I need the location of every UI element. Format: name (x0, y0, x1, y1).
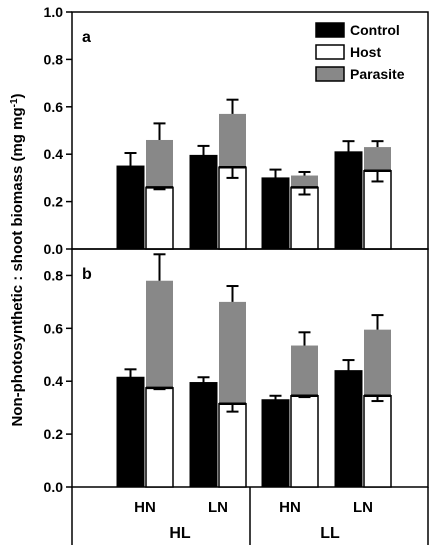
bar-parasite (219, 113, 246, 168)
bar-parasite (291, 175, 318, 188)
panel-label: b (82, 266, 92, 283)
y-tick-label: 0.8 (44, 267, 64, 283)
bar-parasite (364, 147, 391, 171)
y-tick-label: 0.0 (44, 241, 64, 257)
bar-control (261, 177, 290, 250)
bar-group (334, 140, 392, 250)
panel-b: 0.0 0.2 0.4 0.6 0.8 b (44, 248, 429, 495)
x-tick-label: HN (134, 499, 156, 516)
legend-swatch-parasite (315, 66, 345, 82)
y-tick-label: 0.0 (44, 479, 64, 495)
bar-control (334, 370, 363, 488)
bar-parasite (219, 301, 246, 404)
bar-group (334, 314, 392, 488)
bar-parasite (146, 280, 173, 388)
x-group-label: HL (169, 525, 191, 542)
y-tick-label: 0.4 (44, 146, 64, 162)
bar-host (218, 402, 247, 488)
bar-group (261, 168, 319, 250)
bar-host (290, 186, 319, 250)
y-tick-label: 0.2 (44, 194, 64, 210)
bar-host (218, 166, 247, 250)
legend-label-parasite: Parasite (350, 66, 405, 82)
legend-swatch-host (315, 44, 345, 60)
y-tick-label: 0.6 (44, 320, 64, 336)
bar-control (116, 376, 145, 488)
y-tick-label: 0.2 (44, 426, 64, 442)
x-tick-label: LN (208, 499, 228, 516)
legend-label-control: Control (350, 22, 400, 38)
bar-control (189, 382, 218, 488)
bar-parasite (146, 139, 173, 188)
bar-host (363, 170, 392, 250)
y-tick-label: 0.6 (44, 99, 64, 115)
y-tick-label: 0.4 (44, 373, 64, 389)
bar-control (334, 151, 363, 250)
bar-parasite (291, 345, 318, 396)
x-tick-label: LN (353, 499, 373, 516)
bar-group (116, 122, 174, 250)
x-axis: HN LN HN LN HL LL (71, 487, 429, 545)
bar-group (189, 285, 247, 488)
bar-group (189, 98, 247, 250)
bar-control (261, 399, 290, 488)
panel-label: a (82, 29, 91, 46)
legend-label-host: Host (350, 44, 381, 60)
bar-parasite (364, 329, 391, 396)
y-tick-label: 1.0 (44, 4, 64, 20)
panel-a: 0.0 0.2 0.4 0.6 0.8 1.0 a (44, 4, 429, 257)
legend-swatch-control (315, 22, 345, 38)
bar-host (145, 186, 174, 250)
x-group-label: LL (320, 525, 340, 542)
y-axis-label: Non-photosynthetic : shoot biomass (mg m… (9, 93, 26, 426)
bar-host (363, 395, 392, 488)
legend: Control Host Parasite (315, 22, 405, 82)
bar-group (116, 253, 174, 488)
y-tick-label: 0.8 (44, 51, 64, 67)
x-tick-label: HN (279, 499, 301, 516)
bar-host (145, 387, 174, 488)
bar-group (261, 331, 319, 488)
bar-host (290, 395, 319, 488)
bar-control (116, 165, 145, 250)
bar-control (189, 154, 218, 250)
